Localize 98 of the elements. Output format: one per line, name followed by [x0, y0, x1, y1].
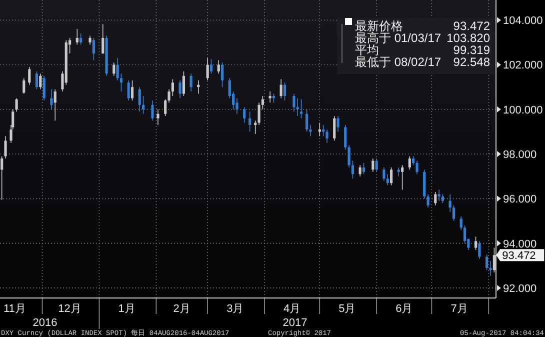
- candlestick: [35, 71, 38, 90]
- x-tick-label: 4月: [284, 303, 301, 315]
- candlestick: [151, 100, 154, 121]
- candlestick: [372, 158, 374, 172]
- candlestick: [326, 129, 328, 144]
- annotation: 最新价格: [355, 19, 403, 33]
- candlestick: [336, 116, 340, 132]
- candlestick: [309, 124, 312, 137]
- candlestick: [156, 108, 160, 126]
- annotation: 103.820: [446, 31, 490, 45]
- candlestick: [386, 174, 389, 186]
- candlestick: [300, 98, 303, 119]
- candlestick: [243, 106, 246, 124]
- candlestick: [210, 58, 213, 74]
- candlestick: [460, 216, 462, 230]
- candlestick: [474, 236, 478, 250]
- candlestick: [333, 116, 336, 142]
- candlestick: [434, 192, 437, 206]
- candlestick: [120, 73, 123, 92]
- candlestick: [486, 254, 488, 270]
- candlestick: [22, 78, 26, 94]
- candlestick: [296, 98, 299, 116]
- annotation: 93.472: [502, 250, 536, 262]
- y-tick-label: 100.000: [503, 104, 543, 116]
- x-tick-label: 5月: [338, 303, 356, 315]
- candlestick: [39, 73, 42, 90]
- y-tick-label: 92.000: [503, 282, 537, 295]
- x-tick-label: 12月: [58, 303, 82, 315]
- candlestick: [138, 86, 141, 112]
- candlestick: [489, 260, 492, 276]
- candlestick: [351, 160, 354, 179]
- candlestick: [217, 60, 220, 74]
- candlestick: [164, 98, 167, 116]
- candlestick: [178, 80, 182, 99]
- candlestick: [478, 240, 481, 260]
- candlestick: [258, 102, 260, 126]
- candlestick: [80, 33, 82, 46]
- candlestick: [375, 158, 378, 172]
- x-tick-label: 2月: [173, 303, 190, 315]
- annotation: 平均: [355, 43, 379, 57]
- candlestick: [42, 75, 46, 101]
- annotation: 最低于 08/02/17: [355, 55, 442, 69]
- x-tick-label: 6月: [396, 303, 413, 315]
- x-tick-label: 7月: [450, 303, 468, 315]
- candlestick: [283, 82, 286, 101]
- y-tick-label: 94.000: [503, 238, 537, 250]
- candlestick: [390, 167, 393, 186]
- x-tick-label: 1月: [118, 303, 136, 315]
- candlestick: [416, 160, 418, 175]
- candlestick: [190, 73, 192, 92]
- candlestick: [76, 28, 78, 46]
- candlestick: [168, 88, 170, 104]
- candlestick: [280, 78, 282, 99]
- candlestick: [382, 167, 386, 182]
- candlestick: [220, 62, 224, 88]
- candlestick: [408, 156, 411, 170]
- candlestick: [142, 96, 145, 114]
- candlestick: [15, 98, 18, 112]
- candlestick: [4, 136, 7, 159]
- candlestick: [92, 38, 95, 61]
- candlestick: [54, 88, 56, 121]
- annotation: 最高于 01/03/17: [355, 31, 442, 45]
- y-tick-label: 96.000: [503, 194, 537, 206]
- candlestick: [127, 80, 130, 101]
- candlestick: [261, 96, 264, 110]
- y-tick-label: 104.000: [503, 15, 543, 28]
- y-tick-label: 98.000: [503, 149, 537, 162]
- candlestick: [0, 156, 4, 200]
- annotation: 92.548: [453, 55, 490, 69]
- text: 2016: [32, 317, 58, 329]
- candlestick: [102, 24, 104, 54]
- x-tick-label: 3月: [226, 303, 244, 315]
- candlestick: [248, 111, 252, 132]
- annotation: 93.472: [453, 19, 490, 33]
- candlestick: [112, 62, 116, 76]
- x-tick-label: 11月: [3, 303, 26, 315]
- candlestick: [28, 66, 31, 86]
- candlestick: [305, 108, 308, 132]
- candlestick: [448, 194, 452, 212]
- candlestick: [397, 167, 400, 177]
- candlestick: [438, 189, 440, 202]
- candlestick: [268, 91, 272, 104]
- candlestick: [401, 164, 404, 190]
- candlestick: [116, 58, 119, 81]
- annotation: 99.319: [453, 43, 490, 57]
- candlestick: [463, 225, 466, 244]
- candlestick: [362, 162, 366, 175]
- candlestick: [206, 58, 209, 81]
- candlestick: [50, 88, 53, 110]
- y-tick-label: 102.000: [503, 60, 543, 72]
- candlestick: [292, 93, 296, 112]
- candlestick: [171, 78, 174, 96]
- candlestick: [358, 164, 362, 177]
- candlestick: [452, 204, 456, 222]
- candlestick: [182, 71, 186, 96]
- candlestick: [236, 98, 238, 114]
- candlestick: [130, 80, 134, 101]
- text: 2017: [282, 317, 308, 329]
